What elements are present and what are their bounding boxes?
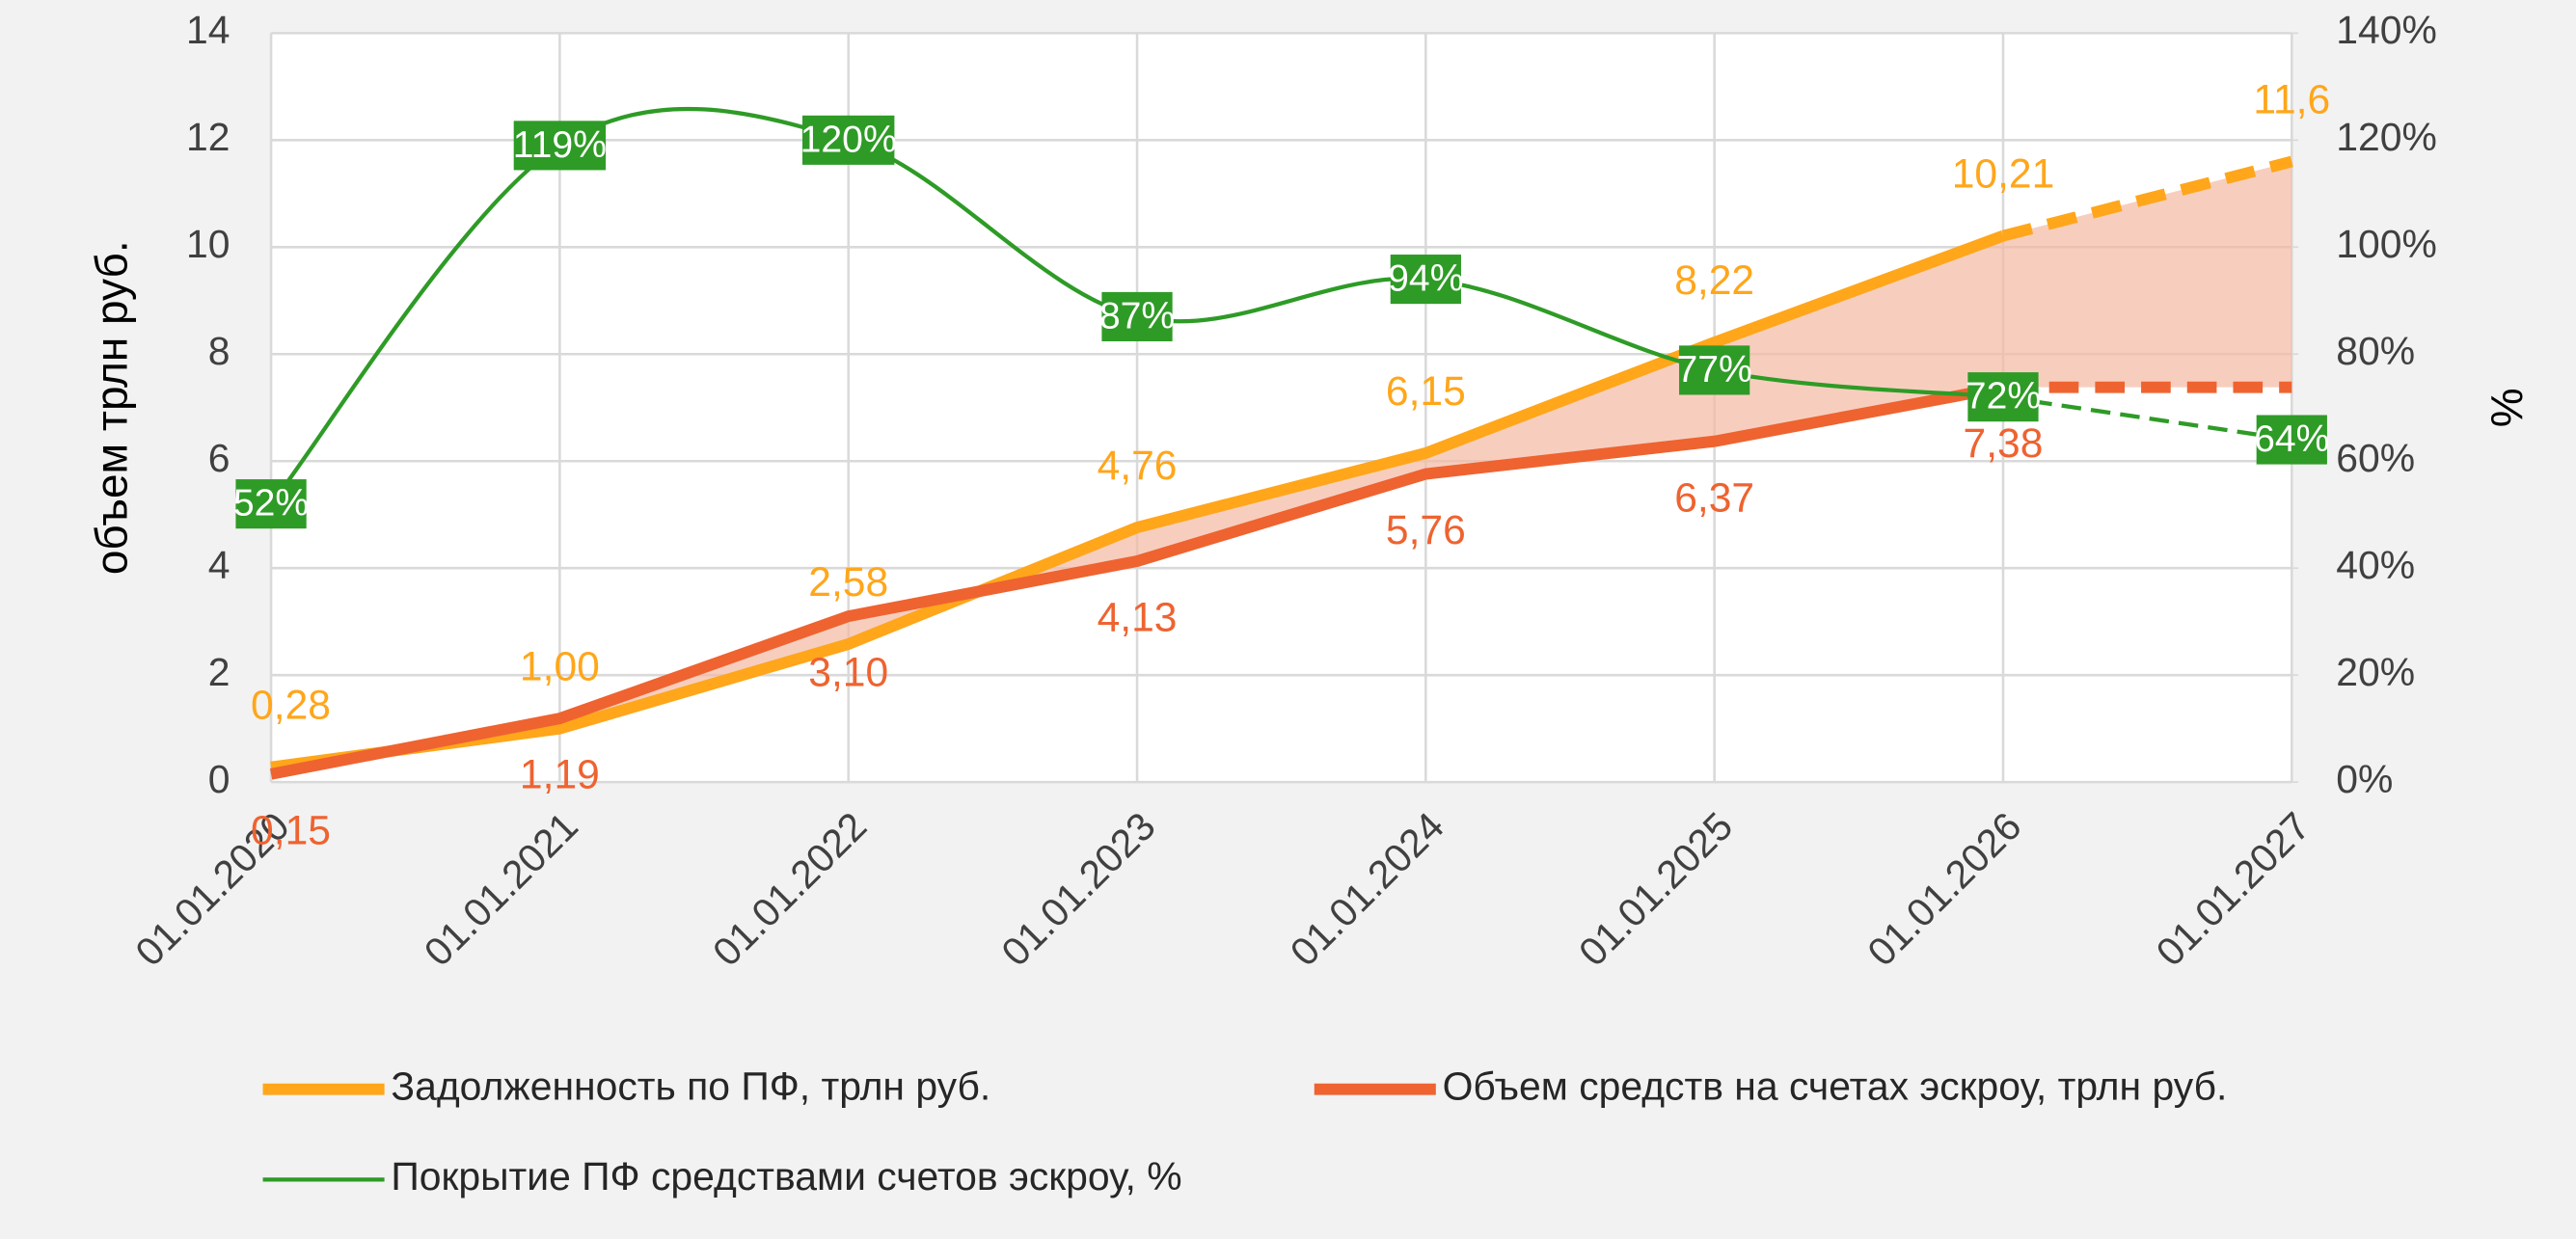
- data-label-box: [1679, 345, 1750, 395]
- data-label: 11,6: [2253, 76, 2330, 122]
- data-label: 119%: [513, 124, 607, 166]
- data-label-box: [2256, 415, 2327, 465]
- data-label: 5,76: [1386, 507, 1466, 553]
- series-line: [270, 230, 2006, 773]
- data-label: 3,10: [808, 650, 888, 696]
- data-label-box: [513, 121, 607, 171]
- y2-tick-label: 80%: [2336, 329, 2415, 373]
- data-label: 1,19: [520, 752, 600, 798]
- gap-area: [271, 161, 2292, 774]
- legend-label: Покрытие ПФ средствами счетов эскроу, %: [391, 1154, 1181, 1199]
- data-label: 52%: [233, 483, 309, 525]
- plot-area: [271, 33, 2292, 783]
- data-label: 10,21: [1952, 151, 2055, 198]
- data-label: 8,22: [1674, 257, 1754, 304]
- data-label: 120%: [800, 119, 897, 160]
- y2-axis-label: %: [2481, 388, 2532, 427]
- data-label: 0,28: [251, 683, 331, 729]
- data-label: 1,00: [520, 644, 600, 690]
- y-tick-label: 14: [186, 8, 230, 52]
- data-label: 77%: [1676, 349, 1751, 391]
- data-label-box: [1101, 291, 1173, 341]
- y-axis-label: объем трлн руб.: [86, 240, 136, 575]
- data-label: 6,37: [1674, 474, 1754, 521]
- y2-tick-label: 20%: [2336, 650, 2415, 694]
- series-line: [269, 381, 2005, 780]
- y2-tick-label: 120%: [2336, 115, 2437, 159]
- y-tick-label: 4: [208, 543, 230, 587]
- series-line-forecast: [2001, 155, 2293, 242]
- data-label: 0,15: [251, 807, 331, 853]
- data-label-box: [1390, 255, 1461, 305]
- y-tick-label: 8: [208, 329, 230, 373]
- data-label: 2,58: [808, 559, 888, 606]
- y2-tick-label: 40%: [2336, 543, 2415, 587]
- data-label: 94%: [1388, 258, 1463, 300]
- data-label: 7,38: [1964, 420, 2044, 467]
- y-tick-label: 2: [208, 650, 230, 694]
- y2-tick-label: 140%: [2336, 8, 2437, 52]
- data-label-box: [1967, 372, 2039, 422]
- y2-tick-label: 100%: [2336, 222, 2437, 266]
- data-label-box: [235, 479, 307, 529]
- y-tick-label: 6: [208, 436, 230, 480]
- data-label: 4,76: [1098, 443, 1178, 489]
- legend-label: Объем средств на счетах эскроу, трлн руб…: [1443, 1064, 2228, 1108]
- series-line-forecast: [2002, 394, 2292, 443]
- y-tick-label: 12: [186, 115, 230, 159]
- data-label: 4,13: [1098, 595, 1178, 641]
- data-label: 64%: [2254, 418, 2329, 460]
- data-label: 87%: [1099, 295, 1175, 337]
- data-label: 6,15: [1386, 368, 1466, 415]
- y2-tick-label: 0%: [2336, 757, 2393, 801]
- y-tick-label: 0: [208, 757, 230, 801]
- data-label: 72%: [1966, 376, 2041, 417]
- y2-tick-label: 60%: [2336, 436, 2415, 480]
- y-tick-label: 10: [186, 222, 230, 266]
- legend-label: Задолженность по ПФ, трлн руб.: [391, 1064, 990, 1108]
- data-label-box: [802, 115, 895, 165]
